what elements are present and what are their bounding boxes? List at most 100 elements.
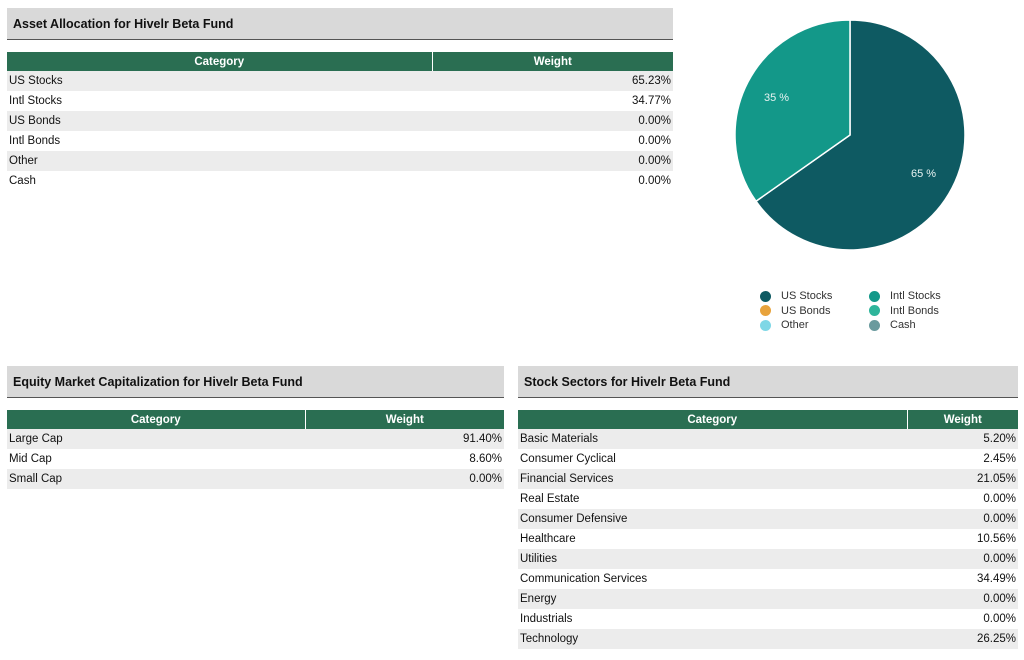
legend-item[interactable]: Intl Stocks xyxy=(869,290,941,302)
row-weight: 2.45% xyxy=(907,449,1018,469)
legend-label: Intl Stocks xyxy=(890,290,941,302)
row-category: Consumer Cyclical xyxy=(518,449,907,469)
row-category: Other xyxy=(7,151,432,171)
row-weight: 0.00% xyxy=(907,609,1018,629)
table-row: US Stocks 65.23% xyxy=(7,71,673,91)
table-row: Communication Services 34.49% xyxy=(518,569,1018,589)
table-row: Consumer Defensive 0.00% xyxy=(518,509,1018,529)
legend-item[interactable]: Intl Bonds xyxy=(869,305,939,317)
row-weight: 0.00% xyxy=(432,111,673,131)
row-category: Cash xyxy=(7,171,432,191)
row-category: Financial Services xyxy=(518,469,907,489)
pie-slice-us-stocks[interactable] xyxy=(754,19,966,251)
row-category: Consumer Defensive xyxy=(518,509,907,529)
table-row: Financial Services 21.05% xyxy=(518,469,1018,489)
legend-item[interactable]: Other xyxy=(760,319,809,331)
table-row: Basic Materials 5.20% xyxy=(518,429,1018,449)
table-row: Intl Stocks 34.77% xyxy=(7,91,673,111)
legend-swatch xyxy=(869,305,880,316)
row-weight: 0.00% xyxy=(432,151,673,171)
asset-allocation-title: Asset Allocation for Hivelr Beta Fund xyxy=(7,8,673,40)
asset-allocation-panel: Asset Allocation for Hivelr Beta Fund Ca… xyxy=(7,8,673,191)
legend-swatch xyxy=(760,290,771,302)
legend-item[interactable]: Cash xyxy=(869,319,916,331)
pie-slice-intl-stocks[interactable] xyxy=(734,19,851,203)
row-category: Industrials xyxy=(518,609,907,629)
table-row: Real Estate 0.00% xyxy=(518,489,1018,509)
column-header-category[interactable]: Category xyxy=(518,410,907,429)
row-category: Intl Stocks xyxy=(7,91,432,111)
market-cap-table: Category Weight Large Cap 91.40% Mid Cap 8.… xyxy=(7,410,504,489)
pie-chart: 65 % 35 % xyxy=(734,19,966,251)
row-weight: 91.40% xyxy=(305,429,504,449)
row-category: Healthcare xyxy=(518,529,907,549)
row-weight: 0.00% xyxy=(907,489,1018,509)
asset-allocation-chart: 65 % 35 % US Stocks Intl Stocks US Bonds Int… xyxy=(700,0,1024,345)
table-row: Cash 0.00% xyxy=(7,171,673,191)
row-weight: 5.20% xyxy=(907,429,1018,449)
legend-label: Intl Bonds xyxy=(890,304,939,317)
row-weight: 0.00% xyxy=(305,469,504,489)
table-row: Other 0.00% xyxy=(7,151,673,171)
legend-label: US Bonds xyxy=(781,304,831,317)
row-category: Real Estate xyxy=(518,489,907,509)
row-category: Communication Services xyxy=(518,569,907,589)
pie-slice-label: 35 % xyxy=(764,92,789,104)
table-row: Small Cap 0.00% xyxy=(7,469,504,489)
market-cap-title: Equity Market Capitalization for Hivelr … xyxy=(7,366,504,398)
table-row: Technology 26.25% xyxy=(518,629,1018,649)
stock-sectors-panel: Stock Sectors for Hivelr Beta Fund Categ… xyxy=(518,366,1018,649)
row-weight: 65.23% xyxy=(432,71,673,91)
legend-swatch xyxy=(869,290,880,302)
row-weight: 8.60% xyxy=(305,449,504,469)
column-header-weight[interactable]: Weight xyxy=(431,52,673,71)
row-weight: 10.56% xyxy=(907,529,1018,549)
legend-label: US Stocks xyxy=(781,290,833,302)
column-header-category[interactable]: Category xyxy=(7,410,305,429)
stock-sectors-title: Stock Sectors for Hivelr Beta Fund xyxy=(518,366,1018,398)
column-header-weight[interactable]: Weight xyxy=(906,410,1018,429)
table-row: Utilities 0.00% xyxy=(518,549,1018,569)
row-category: US Bonds xyxy=(7,111,432,131)
column-header-weight[interactable]: Weight xyxy=(304,410,504,429)
row-category: Intl Bonds xyxy=(7,131,432,151)
row-category: Basic Materials xyxy=(518,429,907,449)
row-weight: 0.00% xyxy=(907,509,1018,529)
stock-sectors-table: Category Weight Basic Materials 5.20% Cons… xyxy=(518,410,1018,649)
legend-label: Cash xyxy=(890,319,916,331)
row-weight: 0.00% xyxy=(907,589,1018,609)
row-weight: 21.05% xyxy=(907,469,1018,489)
row-weight: 34.77% xyxy=(432,91,673,111)
market-cap-panel: Equity Market Capitalization for Hivelr … xyxy=(7,366,504,489)
table-row: Large Cap 91.40% xyxy=(7,429,504,449)
row-category: Mid Cap xyxy=(7,449,305,469)
table-row: Industrials 0.00% xyxy=(518,609,1018,629)
asset-allocation-table: Category Weight US Stocks 65.23% Intl Stoc… xyxy=(7,52,673,191)
legend-item[interactable]: US Bonds xyxy=(760,305,831,317)
row-weight: 0.00% xyxy=(432,131,673,151)
table-row: Mid Cap 8.60% xyxy=(7,449,504,469)
chart-legend: US Stocks Intl Stocks US Bonds Intl Bonds Ot… xyxy=(700,0,1024,345)
column-header-category[interactable]: Category xyxy=(7,52,432,71)
row-category: Energy xyxy=(518,589,907,609)
row-category: Small Cap xyxy=(7,469,305,489)
table-row: US Bonds 0.00% xyxy=(7,111,673,131)
row-category: Technology xyxy=(518,629,907,649)
row-weight: 0.00% xyxy=(432,171,673,191)
row-category: Large Cap xyxy=(7,429,305,449)
row-weight: 34.49% xyxy=(907,569,1018,589)
table-row: Consumer Cyclical 2.45% xyxy=(518,449,1018,469)
legend-swatch xyxy=(760,305,771,316)
table-row: Intl Bonds 0.00% xyxy=(7,131,673,151)
table-row: Healthcare 10.56% xyxy=(518,529,1018,549)
row-weight: 26.25% xyxy=(907,629,1018,649)
row-category: US Stocks xyxy=(7,71,432,91)
row-category: Utilities xyxy=(518,549,907,569)
legend-label: Other xyxy=(781,319,809,331)
row-weight: 0.00% xyxy=(907,549,1018,569)
legend-item[interactable]: US Stocks xyxy=(760,290,832,302)
pie-slice-label: 65 % xyxy=(911,168,936,180)
legend-swatch xyxy=(869,319,880,331)
legend-swatch xyxy=(760,319,771,331)
table-row: Energy 0.00% xyxy=(518,589,1018,609)
